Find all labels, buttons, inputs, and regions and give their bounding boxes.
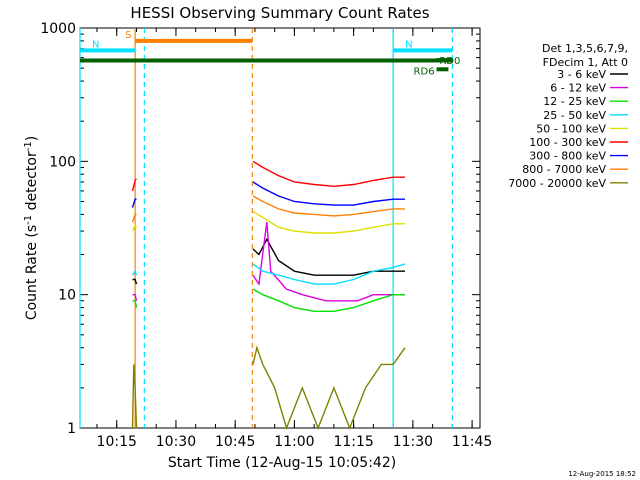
series-line (252, 160, 405, 188)
series-line (131, 224, 138, 232)
legend-item-label: 800 - 7000 keV (522, 163, 606, 176)
x-tick-label: 10:15 (97, 434, 137, 450)
y-axis-label-sup: -1 (23, 215, 34, 225)
y-tick-labels: 1 10 100 1000 (40, 21, 76, 437)
flag-bar-label: N (92, 39, 99, 50)
legend-item-label: 100 - 300 keV (529, 136, 606, 149)
x-tick-label: 10:45 (215, 434, 255, 450)
plot-area: S N N RD0 RD6 (79, 27, 481, 431)
series-line (132, 278, 138, 285)
legend-item-label: 25 - 50 keV (543, 109, 606, 122)
y-axis-label-mid: detector (24, 151, 40, 215)
series-line (252, 210, 405, 234)
series-line (131, 269, 138, 276)
series-lines (131, 160, 406, 431)
flag-bar-label: S (125, 30, 131, 41)
series-line (252, 345, 406, 431)
series-line (252, 181, 405, 206)
x-tick-label: 10:30 (156, 434, 196, 450)
tick-marks (80, 28, 480, 429)
x-tick-label: 11:00 (274, 434, 314, 450)
x-tick-label: 11:45 (452, 434, 492, 450)
y-axis-label-main: Count Rate (s (24, 225, 40, 320)
chart-title: HESSI Observing Summary Count Rates (130, 4, 429, 22)
legend-item-label: 6 - 12 keV (550, 82, 606, 95)
y-tick-label: 10 (58, 288, 76, 304)
y-tick-label: 1000 (40, 21, 76, 37)
y-axis-label: Count Rate (s-1 detector-1) (23, 136, 40, 320)
legend-item-label: 12 - 25 keV (543, 95, 606, 108)
legend: Det 1,3,5,6,7,9, FDecim 1, Att 0 3 - 6 k… (508, 42, 628, 190)
flag-bars: S N N RD0 RD6 (80, 30, 460, 77)
x-tick-label: 11:30 (393, 434, 433, 450)
legend-item-label: 7000 - 20000 keV (508, 177, 606, 190)
x-tick-label: 11:15 (333, 434, 373, 450)
series-line (252, 263, 406, 285)
legend-item-label: 50 - 100 keV (536, 122, 606, 135)
series-line (132, 294, 138, 301)
legend-item-label: 3 - 6 keV (557, 68, 606, 81)
legend-header-line1: Det 1,3,5,6,7,9, (542, 42, 628, 55)
footer-date: 12-Aug-2015 18:52 (568, 470, 636, 478)
y-axis-label-end: ) (24, 136, 40, 141)
flag-bar-label: N (405, 39, 412, 50)
series-line (132, 300, 138, 308)
series-line (252, 222, 405, 302)
flag-bar-label: RD0 (439, 56, 460, 67)
legend-header-line2: FDecim 1, Att 0 (543, 56, 628, 69)
y-tick-label: 1 (67, 421, 76, 437)
flag-bar-label: RD6 (414, 66, 435, 77)
legend-item-label: 300 - 800 keV (529, 150, 606, 163)
x-tick-labels: 10:15 10:30 10:45 11:00 11:15 11:30 11:45 (97, 434, 493, 450)
y-axis-label-sup2: -1 (23, 141, 34, 151)
series-line (252, 195, 405, 217)
y-tick-label: 100 (49, 154, 76, 170)
x-axis-label: Start Time (12-Aug-15 10:05:42) (168, 455, 396, 471)
series-line (131, 364, 138, 429)
reference-lines (79, 28, 453, 428)
series-line (131, 198, 137, 208)
series-line (252, 288, 405, 312)
series-line (131, 178, 138, 192)
series-line (131, 213, 137, 223)
